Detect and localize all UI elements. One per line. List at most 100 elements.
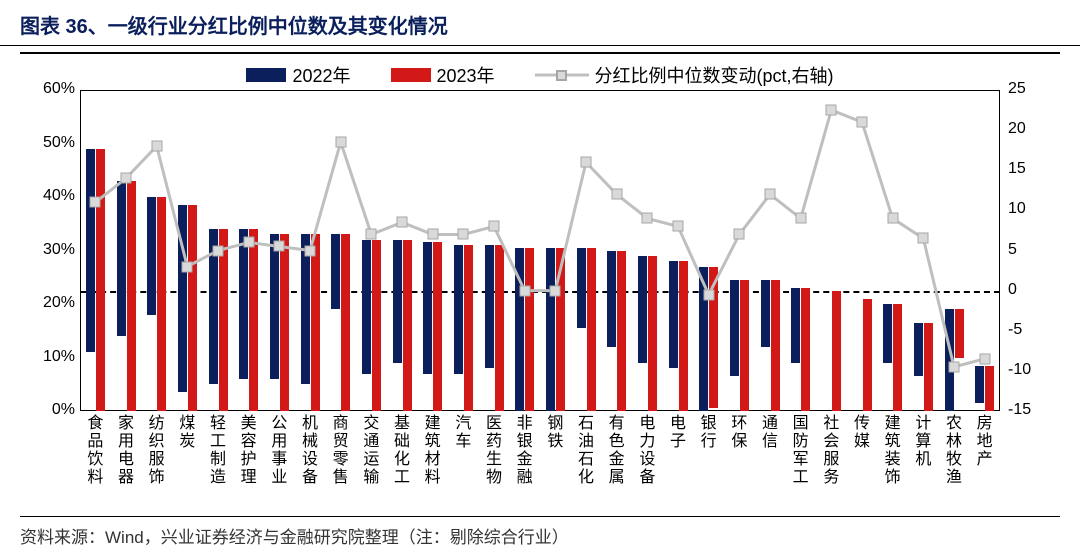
- bar-2023: [985, 366, 994, 411]
- y-right-tick-label: 10: [1008, 200, 1063, 218]
- x-labels-layer: 食品饮料家用电器纺织服饰煤炭轻工制造美容护理公用事业机械设备商贸零售交通运输基础…: [80, 413, 1000, 511]
- bar-2022: [454, 245, 463, 373]
- bar-2023: [709, 267, 718, 409]
- bar-2022: [362, 240, 371, 374]
- bar-group: [178, 205, 197, 411]
- legend-item-2022: 2022年: [246, 62, 350, 88]
- bar-2023: [341, 234, 350, 411]
- bar-2023: [249, 229, 258, 411]
- bar-2023: [740, 280, 749, 411]
- x-category-label: 轻工制造: [208, 415, 228, 487]
- x-category-label: 医药生物: [484, 415, 504, 487]
- bar-2023: [556, 248, 565, 411]
- y-left-tick-label: 0%: [20, 401, 75, 419]
- bar-2022: [209, 229, 218, 384]
- bar-2023: [96, 149, 105, 411]
- bar-2022: [485, 245, 494, 368]
- bar-group: [117, 181, 136, 411]
- legend-label-change: 分红比例中位数变动(pct,右轴): [595, 62, 834, 88]
- bar-2023: [403, 240, 412, 411]
- bar-group: [331, 234, 350, 411]
- bar-2023: [924, 323, 933, 411]
- bar-group: [945, 309, 964, 411]
- bar-2022: [331, 234, 340, 309]
- bar-2022: [761, 280, 770, 347]
- x-category-label: 食品饮料: [85, 415, 105, 487]
- bar-group: [270, 234, 289, 411]
- bar-group: [301, 234, 320, 411]
- bar-2022: [914, 323, 923, 377]
- bar-group: [147, 197, 166, 411]
- legend-square-icon: [556, 70, 567, 81]
- x-category-label: 商贸零售: [331, 415, 351, 487]
- chart-container: 图表 36、一级行业分红比例中位数及其变化情况 2022年 2023年 分红比例…: [0, 0, 1080, 556]
- bar-2023: [433, 242, 442, 411]
- bar-2023: [893, 304, 902, 411]
- bar-group: [607, 251, 626, 412]
- bar-group: [761, 280, 780, 411]
- legend-swatch-2023: [391, 68, 431, 82]
- x-category-label: 社会服务: [821, 415, 841, 487]
- x-category-label: 银行: [699, 415, 719, 451]
- x-category-label: 钢铁: [545, 415, 565, 451]
- bar-2022: [669, 261, 678, 368]
- x-category-label: 通信: [760, 415, 780, 451]
- bar-group: [546, 248, 565, 411]
- bar-group: [883, 304, 902, 411]
- x-category-label: 汽车: [453, 415, 473, 451]
- bar-group: [454, 245, 473, 411]
- bar-2022: [86, 149, 95, 352]
- y-right-tick-label: 0: [1008, 281, 1063, 299]
- bar-2023: [525, 248, 534, 411]
- x-category-label: 环保: [729, 415, 749, 451]
- bar-2022: [423, 242, 432, 373]
- y-left-tick-label: 40%: [20, 187, 75, 205]
- x-category-label: 纺织服饰: [147, 415, 167, 487]
- bar-2023: [495, 245, 504, 411]
- bar-2023: [801, 288, 810, 411]
- x-category-label: 农林牧渔: [944, 415, 964, 487]
- bar-2022: [638, 256, 647, 363]
- bar-2022: [607, 251, 616, 347]
- bar-group: [638, 256, 657, 411]
- bar-2023: [188, 205, 197, 411]
- bar-2022: [699, 267, 708, 411]
- bar-2023: [587, 248, 596, 411]
- y-right-tick-label: 15: [1008, 160, 1063, 178]
- legend-label-2022: 2022年: [292, 62, 350, 88]
- bar-group: [239, 229, 258, 411]
- chart-wrap: 2022年 2023年 分红比例中位数变动(pct,右轴) 0%10%20%30…: [20, 62, 1060, 511]
- y-right-tick-label: -5: [1008, 321, 1063, 339]
- bar-2022: [730, 280, 739, 376]
- x-category-label: 建筑装饰: [883, 415, 903, 487]
- y-left-tick-label: 30%: [20, 241, 75, 259]
- bar-2023: [464, 245, 473, 411]
- bar-group: [86, 149, 105, 411]
- bar-2022: [178, 205, 187, 392]
- bar-2022: [975, 366, 984, 403]
- bar-2023: [832, 291, 841, 411]
- legend: 2022年 2023年 分红比例中位数变动(pct,右轴): [20, 62, 1060, 88]
- bar-2023: [311, 234, 320, 411]
- bars-layer: [80, 90, 1000, 411]
- x-category-label: 房地产: [975, 415, 995, 469]
- y-right-tick-label: -15: [1008, 401, 1063, 419]
- bar-group: [853, 299, 872, 411]
- x-category-label: 公用事业: [269, 415, 289, 487]
- bar-2022: [546, 248, 555, 411]
- bar-2023: [127, 181, 136, 411]
- bar-2022: [239, 229, 248, 379]
- y-left-tick-label: 50%: [20, 134, 75, 152]
- bar-2023: [280, 234, 289, 411]
- x-category-label: 电子: [668, 415, 688, 451]
- bar-2022: [117, 181, 126, 336]
- bar-2022: [270, 234, 279, 378]
- bar-group: [362, 240, 381, 411]
- bar-2022: [393, 240, 402, 363]
- legend-item-2023: 2023年: [391, 62, 495, 88]
- bar-group: [393, 240, 412, 411]
- y-right-tick-label: 25: [1008, 80, 1063, 98]
- bar-2022: [147, 197, 156, 315]
- bar-2023: [617, 251, 626, 412]
- bar-group: [730, 280, 749, 411]
